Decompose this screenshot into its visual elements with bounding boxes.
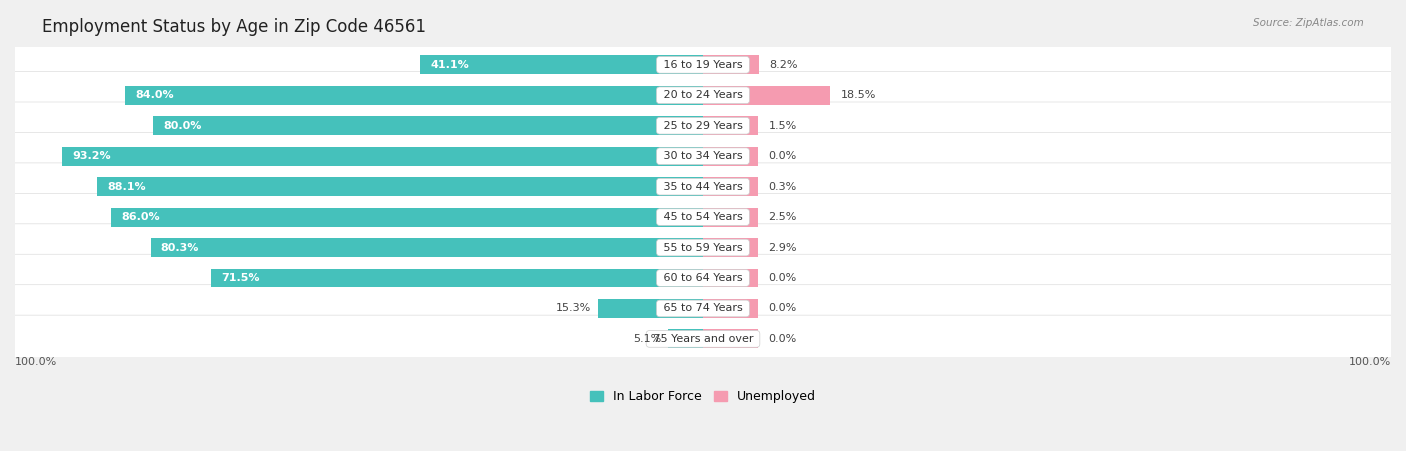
Text: 35 to 44 Years: 35 to 44 Years (659, 182, 747, 192)
Bar (211, 269, 703, 287)
Text: 86.0%: 86.0% (122, 212, 160, 222)
FancyBboxPatch shape (13, 224, 1393, 272)
Bar (668, 330, 703, 348)
FancyBboxPatch shape (13, 285, 1393, 332)
Text: 18.5%: 18.5% (841, 90, 876, 100)
Bar (703, 238, 758, 257)
Text: 0.0%: 0.0% (768, 334, 797, 344)
Text: 0.3%: 0.3% (768, 182, 797, 192)
Text: 84.0%: 84.0% (135, 90, 174, 100)
Bar (703, 116, 758, 135)
Text: 0.0%: 0.0% (768, 273, 797, 283)
Text: 71.5%: 71.5% (221, 273, 260, 283)
Text: 15.3%: 15.3% (555, 304, 591, 313)
Bar (97, 177, 703, 196)
Text: 30 to 34 Years: 30 to 34 Years (659, 151, 747, 161)
Text: 2.5%: 2.5% (768, 212, 797, 222)
Text: 16 to 19 Years: 16 to 19 Years (659, 60, 747, 70)
Bar (703, 330, 758, 348)
Bar (150, 238, 703, 257)
Bar (125, 86, 703, 105)
Text: 20 to 24 Years: 20 to 24 Years (659, 90, 747, 100)
Text: 60 to 64 Years: 60 to 64 Years (659, 273, 747, 283)
Text: 2.9%: 2.9% (768, 243, 797, 253)
Text: 5.1%: 5.1% (633, 334, 661, 344)
FancyBboxPatch shape (13, 315, 1393, 363)
Text: 25 to 29 Years: 25 to 29 Years (659, 121, 747, 131)
Text: 75 Years and over: 75 Years and over (650, 334, 756, 344)
Bar (703, 55, 759, 74)
Text: 0.0%: 0.0% (768, 151, 797, 161)
FancyBboxPatch shape (13, 41, 1393, 88)
Bar (153, 116, 703, 135)
Bar (703, 269, 758, 287)
Bar (703, 86, 831, 105)
Text: 80.3%: 80.3% (160, 243, 200, 253)
Text: 100.0%: 100.0% (1348, 357, 1391, 367)
Bar (598, 299, 703, 318)
Bar (703, 177, 758, 196)
Bar (703, 147, 758, 166)
Bar (703, 207, 758, 226)
FancyBboxPatch shape (13, 102, 1393, 149)
FancyBboxPatch shape (13, 163, 1393, 211)
Text: 80.0%: 80.0% (163, 121, 201, 131)
Bar (111, 207, 703, 226)
Bar (62, 147, 703, 166)
FancyBboxPatch shape (13, 133, 1393, 180)
Text: 8.2%: 8.2% (769, 60, 799, 70)
Text: 93.2%: 93.2% (72, 151, 111, 161)
Text: Employment Status by Age in Zip Code 46561: Employment Status by Age in Zip Code 465… (42, 18, 426, 36)
Text: 1.5%: 1.5% (768, 121, 797, 131)
Text: 0.0%: 0.0% (768, 304, 797, 313)
Text: 100.0%: 100.0% (15, 357, 58, 367)
FancyBboxPatch shape (13, 193, 1393, 241)
FancyBboxPatch shape (13, 254, 1393, 302)
Text: 88.1%: 88.1% (107, 182, 146, 192)
FancyBboxPatch shape (13, 72, 1393, 119)
Text: 65 to 74 Years: 65 to 74 Years (659, 304, 747, 313)
Text: 45 to 54 Years: 45 to 54 Years (659, 212, 747, 222)
Bar (420, 55, 703, 74)
Text: 55 to 59 Years: 55 to 59 Years (659, 243, 747, 253)
Text: 41.1%: 41.1% (430, 60, 470, 70)
Legend: In Labor Force, Unemployed: In Labor Force, Unemployed (586, 387, 820, 407)
Text: Source: ZipAtlas.com: Source: ZipAtlas.com (1253, 18, 1364, 28)
Bar (703, 299, 758, 318)
